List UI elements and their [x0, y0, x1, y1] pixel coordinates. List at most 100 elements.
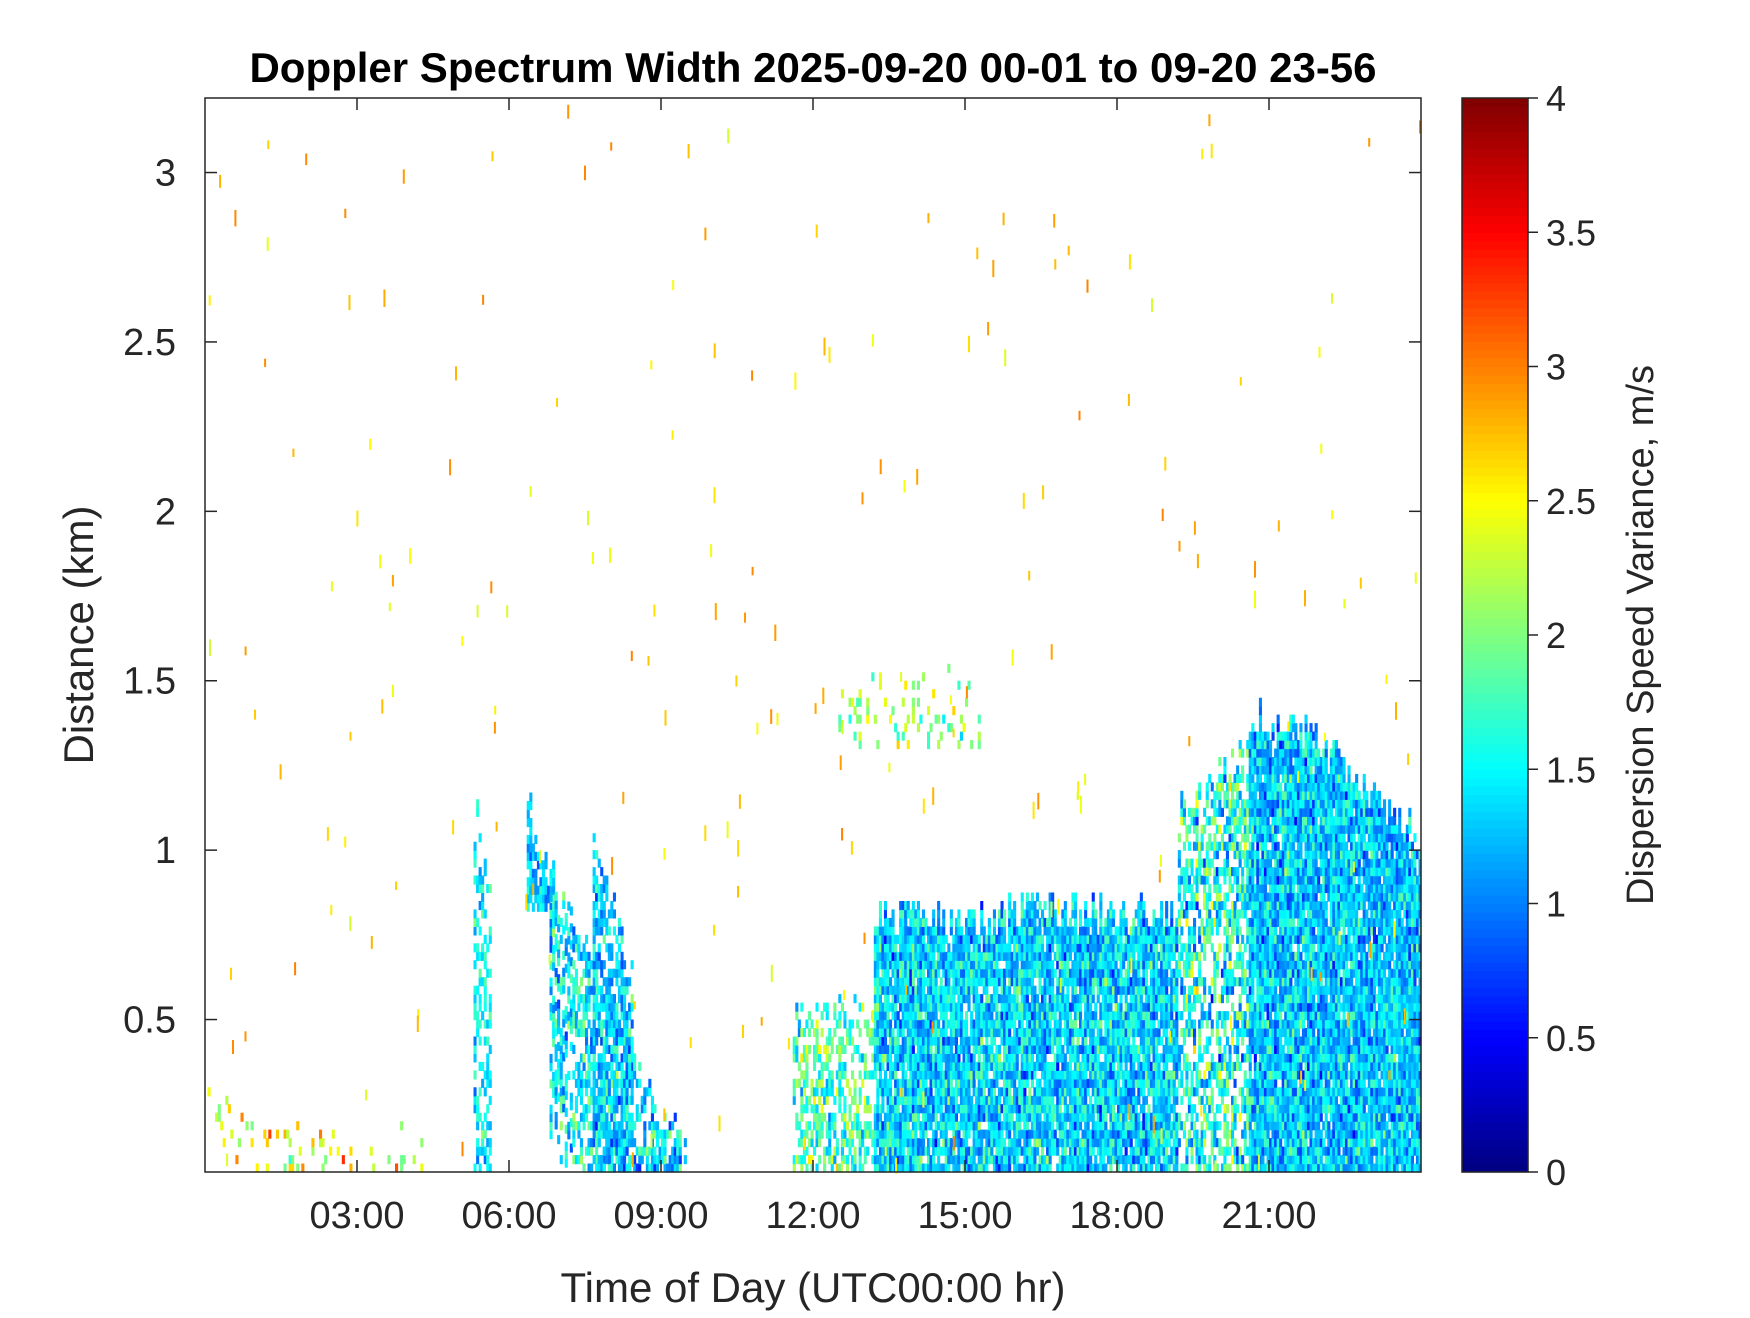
heatmap-cell: [911, 917, 915, 927]
heatmap-cell: [1063, 901, 1067, 911]
heatmap-cell: [1104, 1121, 1108, 1131]
heatmap-cell: [628, 1129, 632, 1139]
heatmap-cell: [1144, 1028, 1148, 1038]
heatmap-cell: [265, 1163, 269, 1173]
heatmap-cell: [901, 1053, 905, 1063]
heatmap-cell: [600, 1112, 604, 1122]
heatmap-cell: [909, 1104, 913, 1114]
heatmap-cell: [901, 1163, 905, 1173]
heatmap-cell: [894, 723, 898, 733]
heatmap-cell: [1010, 1070, 1014, 1080]
heatmap-cell: [1000, 1155, 1004, 1165]
heatmap-cell: [1089, 1104, 1093, 1114]
heatmap-cell: [997, 1028, 1001, 1038]
heatmap-cell: [1152, 1011, 1156, 1021]
heatmap-cell: [1147, 1163, 1151, 1173]
heatmap-cell: [909, 977, 913, 987]
heatmap-cell: [1091, 1019, 1095, 1029]
heatmap-cell: [559, 1028, 563, 1038]
heatmap-cell: [1089, 1036, 1093, 1046]
heatmap-cell: [1122, 909, 1126, 919]
heatmap-cell: [904, 1011, 908, 1021]
heatmap-cell: [957, 917, 961, 927]
heatmap-cell: [1132, 1146, 1136, 1156]
heatmap-cell: [595, 1061, 599, 1071]
heatmap-cell: [924, 1061, 928, 1071]
heatmap-cell: [937, 1121, 941, 1131]
heatmap-cell: [1155, 1104, 1159, 1114]
heatmap-cell: [1013, 1163, 1017, 1173]
heatmap-cell: [1013, 1121, 1017, 1131]
heatmap-cell: [1175, 1019, 1179, 1029]
heatmap-cell: [876, 926, 880, 936]
heatmap-cell: [610, 943, 614, 953]
heatmap-cell: [1132, 1078, 1136, 1088]
heatmap-cell: [1122, 1070, 1126, 1080]
heatmap-cell: [1185, 1028, 1189, 1038]
heatmap-cell: [1195, 1087, 1199, 1097]
heatmap-cell: [1117, 1028, 1121, 1038]
heatmap-cell: [1109, 1028, 1113, 1038]
heatmap-cell: [1079, 1138, 1083, 1148]
heatmap-cell: [861, 1129, 865, 1139]
heatmap-cell: [1046, 985, 1050, 995]
heatmap-cell: [873, 1011, 877, 1021]
heatmap-cell: [807, 1095, 811, 1105]
heatmap-cell: [911, 1155, 915, 1165]
heatmap-cell: [810, 1019, 814, 1029]
heatmap-cell: [620, 985, 624, 995]
heatmap-cell: [868, 1070, 872, 1080]
heatmap-cell: [311, 1146, 315, 1156]
heatmap-cell: [909, 1053, 913, 1063]
heatmap-cell: [1147, 1078, 1151, 1088]
heatmap-cell: [1101, 960, 1105, 970]
heatmap-cell: [483, 985, 487, 995]
heatmap-cell: [585, 1044, 589, 1054]
heatmap-cell: [1051, 1138, 1055, 1148]
heatmap-cell: [881, 1095, 885, 1105]
heatmap-cell: [980, 901, 984, 911]
heatmap-cell: [1068, 968, 1072, 978]
heatmap-cell: [929, 951, 933, 961]
heatmap-cell: [1028, 1070, 1032, 1080]
heatmap-cell: [1048, 1146, 1052, 1156]
heatmap-cell: [1149, 943, 1153, 953]
heatmap-cell: [1043, 1044, 1047, 1054]
heatmap-cell: [949, 1028, 953, 1038]
heatmap-cell: [476, 985, 480, 995]
heatmap-cell: [607, 1121, 611, 1131]
heatmap-cell: [1195, 867, 1199, 877]
heatmap-cell: [1000, 1087, 1004, 1097]
heatmap-cell: [972, 1163, 976, 1173]
heatmap-cell: [1068, 1146, 1072, 1156]
heatmap-cell: [856, 697, 860, 707]
heatmap-cell: [1185, 1002, 1189, 1012]
heatmap-cell: [1035, 1061, 1039, 1071]
heatmap-cell: [1015, 977, 1019, 987]
heatmap-cell: [541, 877, 545, 887]
heatmap-cell: [957, 951, 961, 961]
heatmap-cell: [944, 968, 948, 978]
heatmap-cell: [1000, 985, 1004, 995]
heatmap-cell: [934, 1070, 938, 1080]
heatmap-cell: [906, 934, 910, 944]
heatmap-cell: [1041, 968, 1045, 978]
heatmap-cell: [881, 1138, 885, 1148]
heatmap-cell: [1048, 1138, 1052, 1148]
heatmap-cell: [992, 968, 996, 978]
heatmap-cell: [1157, 1138, 1161, 1148]
heatmap-cell: [891, 1138, 895, 1148]
heatmap-cell: [1157, 934, 1161, 944]
heatmap-cell: [676, 1138, 680, 1148]
heatmap-cell: [1046, 960, 1050, 970]
heatmap-cell: [866, 714, 870, 724]
heatmap-cell: [901, 1028, 905, 1038]
heatmap-cell: [617, 943, 621, 953]
heatmap-cell: [878, 1078, 882, 1088]
heatmap-cell: [1172, 968, 1176, 978]
heatmap-cell: [1122, 1155, 1126, 1165]
heatmap-cell: [1132, 917, 1136, 927]
heatmap-cell: [640, 1155, 644, 1165]
heatmap-cell: [559, 1155, 563, 1165]
heatmap-cell: [914, 1061, 918, 1071]
